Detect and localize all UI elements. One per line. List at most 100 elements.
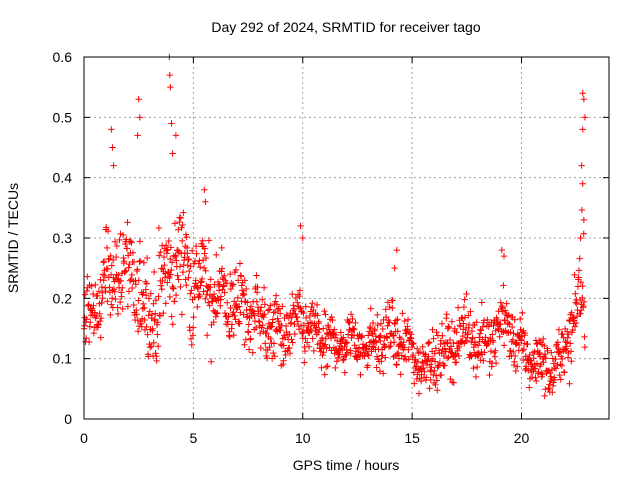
data-point	[374, 311, 381, 319]
data-point	[134, 266, 141, 273]
data-point	[511, 352, 519, 360]
data-point	[108, 301, 115, 308]
data-point	[205, 299, 212, 306]
data-point	[104, 265, 111, 273]
data-point	[287, 319, 295, 326]
data-point	[103, 224, 110, 231]
data-point	[168, 259, 176, 266]
data-point	[552, 365, 560, 372]
data-point	[561, 369, 568, 376]
data-point	[556, 371, 563, 379]
data-point	[455, 352, 463, 360]
data-point	[559, 330, 566, 338]
data-point	[504, 319, 512, 327]
data-point	[432, 381, 439, 389]
data-point	[297, 222, 304, 230]
data-point	[580, 302, 587, 310]
data-point	[198, 275, 206, 283]
data-point	[576, 255, 583, 262]
data-point	[190, 313, 197, 321]
data-point	[253, 298, 260, 305]
data-point	[162, 300, 170, 307]
data-point	[416, 348, 424, 356]
data-point	[135, 277, 142, 284]
data-point	[111, 288, 118, 296]
data-point	[392, 317, 400, 324]
data-point	[386, 319, 393, 326]
data-point	[460, 303, 468, 311]
data-point	[97, 276, 104, 283]
data-point	[125, 264, 132, 271]
data-point	[416, 375, 423, 382]
data-point	[451, 325, 458, 332]
data-point	[564, 334, 571, 341]
data-point	[454, 347, 461, 354]
data-point	[562, 338, 569, 345]
data-point	[273, 301, 281, 308]
data-point	[257, 304, 265, 311]
data-point	[129, 249, 137, 256]
data-point	[95, 321, 102, 329]
data-point	[389, 304, 396, 312]
data-point	[123, 245, 131, 252]
data-point	[371, 326, 378, 333]
data-point	[382, 313, 390, 321]
y-tick-label: 0.5	[53, 109, 73, 125]
data-point	[172, 132, 180, 139]
data-point	[146, 308, 153, 315]
data-point	[187, 290, 194, 297]
data-point	[217, 302, 224, 310]
data-point	[143, 323, 150, 331]
data-point	[157, 248, 164, 256]
data-point	[230, 331, 237, 339]
data-point	[459, 326, 467, 333]
data-point	[453, 329, 460, 336]
data-point	[376, 333, 383, 341]
data-point	[322, 311, 329, 318]
data-point	[351, 325, 358, 333]
data-point	[275, 318, 282, 325]
data-point	[385, 343, 393, 351]
data-point	[280, 357, 287, 364]
data-point	[390, 338, 398, 346]
data-point	[158, 286, 166, 293]
data-point	[554, 361, 561, 369]
data-point	[229, 281, 237, 288]
data-point	[376, 368, 384, 375]
data-point	[201, 245, 209, 252]
data-point	[139, 300, 147, 308]
data-point	[454, 304, 462, 311]
data-point	[354, 356, 361, 363]
data-point	[525, 356, 533, 363]
data-point	[271, 353, 278, 360]
data-point	[541, 392, 548, 400]
data-point	[480, 357, 487, 365]
x-axis-label: GPS time / hours	[293, 457, 400, 473]
data-point	[551, 376, 559, 384]
data-point	[243, 306, 250, 314]
data-point	[194, 303, 201, 311]
data-point	[99, 289, 106, 296]
data-point	[266, 306, 273, 313]
data-point	[272, 327, 279, 335]
data-point	[202, 295, 209, 303]
data-point	[495, 326, 502, 334]
data-points	[80, 53, 589, 400]
data-point	[301, 359, 308, 366]
data-point	[90, 329, 98, 337]
data-point	[542, 355, 549, 362]
data-point	[533, 340, 540, 348]
data-point	[533, 377, 540, 385]
data-point	[270, 309, 277, 316]
data-point	[352, 345, 360, 352]
data-point	[321, 341, 329, 348]
data-point	[339, 357, 347, 364]
data-point	[429, 326, 436, 334]
data-point	[442, 348, 449, 355]
data-point	[261, 311, 268, 318]
data-point	[577, 278, 585, 286]
data-point	[526, 351, 533, 359]
data-point	[168, 266, 175, 274]
data-point	[395, 355, 403, 362]
